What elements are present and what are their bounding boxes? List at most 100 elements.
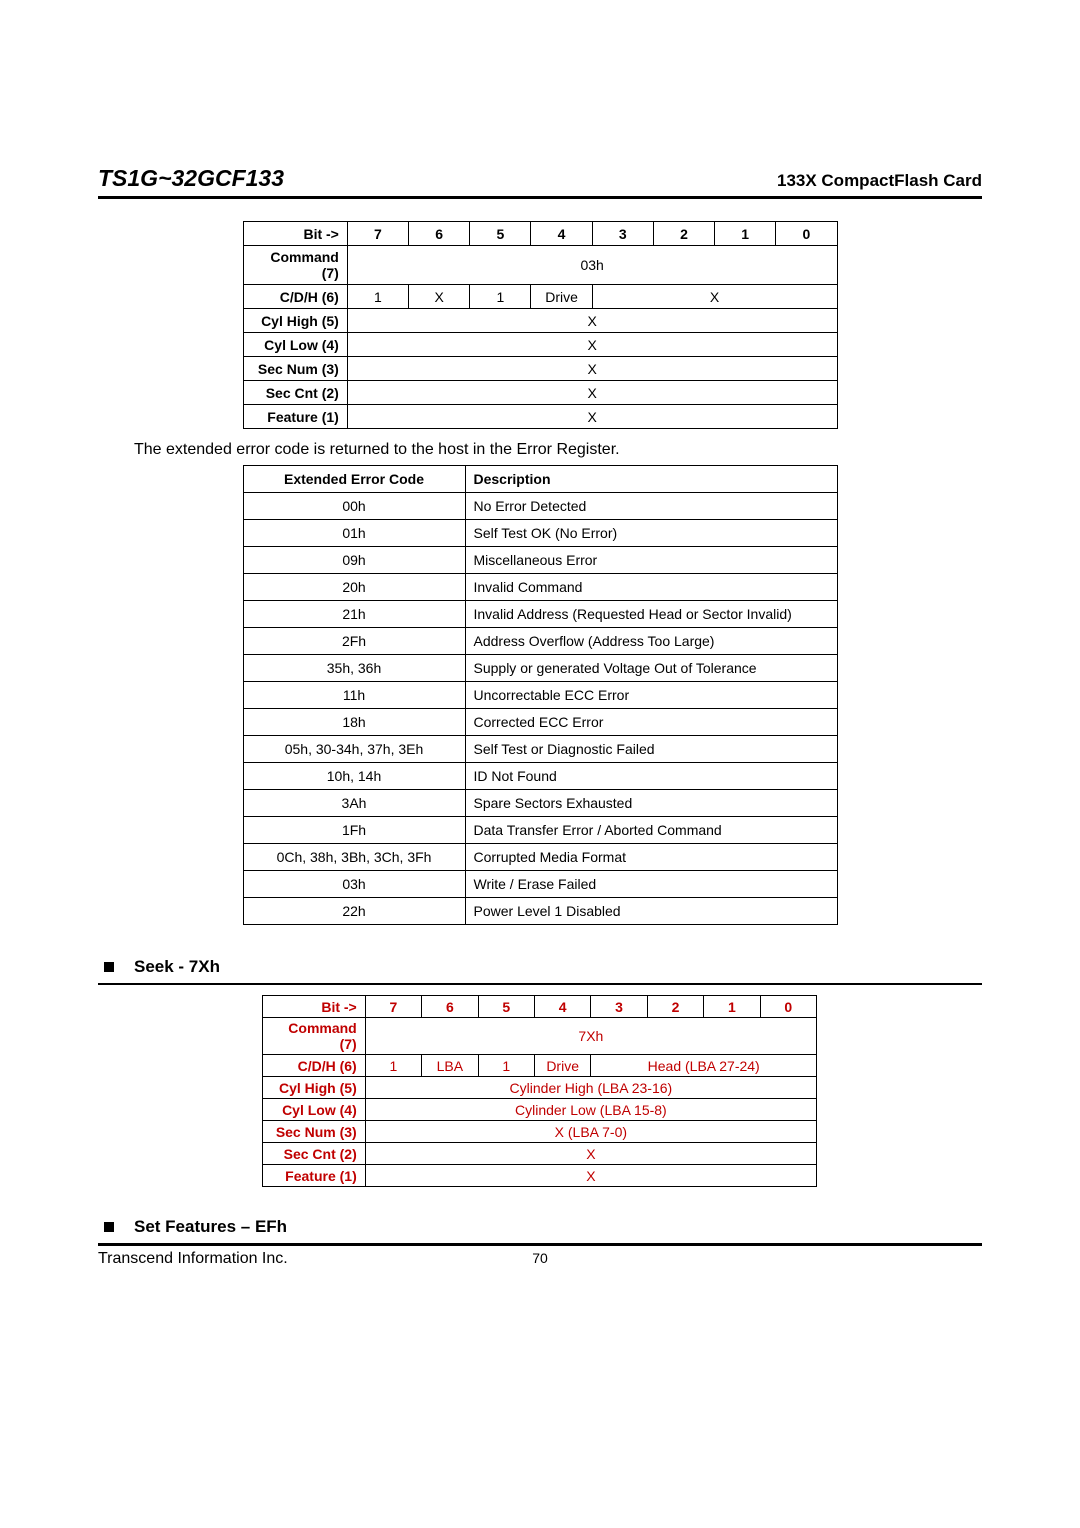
err-desc: Corrupted Media Format — [465, 844, 837, 871]
table-row: 11hUncorrectable ECC Error — [243, 682, 837, 709]
err-col-header: Description — [465, 466, 837, 493]
err-desc: Power Level 1 Disabled — [465, 898, 837, 925]
bit-column: 7 — [365, 996, 421, 1018]
reg-cell: X (LBA 7-0) — [365, 1121, 816, 1143]
table-row: 00hNo Error Detected — [243, 493, 837, 520]
section-divider — [98, 983, 982, 985]
err-code: 11h — [243, 682, 465, 709]
section-title: Set Features – EFh — [134, 1217, 287, 1237]
header-divider — [98, 196, 982, 199]
reg-cell: X — [365, 1143, 816, 1165]
bit-header-label: Bit -> — [263, 996, 366, 1018]
reg-cell: 1 — [478, 1055, 534, 1077]
reg-row-label: C/D/H (6) — [243, 285, 347, 309]
err-code: 10h, 14h — [243, 763, 465, 790]
reg-row-label: Cyl High (5) — [243, 309, 347, 333]
err-code: 35h, 36h — [243, 655, 465, 682]
reg-cell: X — [347, 357, 837, 381]
err-desc: Uncorrectable ECC Error — [465, 682, 837, 709]
reg-cell: X — [347, 405, 837, 429]
reg-row-label: Cyl Low (4) — [243, 333, 347, 357]
page-header: TS1G~32GCF133 133X CompactFlash Card — [98, 165, 982, 192]
table-row: 2FhAddress Overflow (Address Too Large) — [243, 628, 837, 655]
error-code-table: Extended Error CodeDescription00hNo Erro… — [243, 465, 838, 925]
bit-header-label: Bit -> — [243, 222, 347, 246]
err-desc: Supply or generated Voltage Out of Toler… — [465, 655, 837, 682]
table-row: 0Ch, 38h, 3Bh, 3Ch, 3FhCorrupted Media F… — [243, 844, 837, 871]
err-code: 05h, 30-34h, 37h, 3Eh — [243, 736, 465, 763]
reg-row-label: Sec Num (3) — [243, 357, 347, 381]
err-desc: Corrected ECC Error — [465, 709, 837, 736]
reg-cell: Drive — [531, 285, 592, 309]
bit-column: 5 — [470, 222, 531, 246]
reg-row-label: Sec Num (3) — [263, 1121, 366, 1143]
err-col-header: Extended Error Code — [243, 466, 465, 493]
reg-cell: X — [409, 285, 470, 309]
bit-column: 5 — [478, 996, 534, 1018]
reg-row-label: Feature (1) — [263, 1165, 366, 1187]
register-table: Bit ->76543210Command (7)03hC/D/H (6)1X1… — [243, 221, 838, 429]
reg-cell: Cylinder Low (LBA 15-8) — [365, 1099, 816, 1121]
bit-column: 7 — [347, 222, 408, 246]
bit-column: 4 — [531, 222, 592, 246]
table-row: 09hMiscellaneous Error — [243, 547, 837, 574]
reg-cell: LBA — [422, 1055, 478, 1077]
reg-cell: 1 — [470, 285, 531, 309]
err-code: 01h — [243, 520, 465, 547]
err-desc: Spare Sectors Exhausted — [465, 790, 837, 817]
bit-column: 6 — [422, 996, 478, 1018]
err-code: 22h — [243, 898, 465, 925]
intro-text: The extended error code is returned to t… — [134, 441, 982, 459]
err-code: 00h — [243, 493, 465, 520]
err-code: 0Ch, 38h, 3Bh, 3Ch, 3Fh — [243, 844, 465, 871]
seek-register-table: Bit ->76543210Command (7)7XhC/D/H (6)1LB… — [262, 995, 817, 1187]
reg-row-label: Sec Cnt (2) — [243, 381, 347, 405]
model-number: TS1G~32GCF133 — [98, 165, 284, 192]
err-desc: Self Test or Diagnostic Failed — [465, 736, 837, 763]
bit-column: 2 — [647, 996, 703, 1018]
err-code: 1Fh — [243, 817, 465, 844]
reg-row-label: Feature (1) — [243, 405, 347, 429]
reg-row-label: C/D/H (6) — [263, 1055, 366, 1077]
reg-cell: Drive — [534, 1055, 590, 1077]
reg-row-label: Cyl Low (4) — [263, 1099, 366, 1121]
table-row: 05h, 30-34h, 37h, 3EhSelf Test or Diagno… — [243, 736, 837, 763]
bit-column: 1 — [715, 222, 776, 246]
err-desc: Self Test OK (No Error) — [465, 520, 837, 547]
bit-column: 0 — [776, 222, 837, 246]
section-title: Seek - 7Xh — [134, 957, 220, 977]
reg-cell: X — [347, 381, 837, 405]
reg-cell: X — [365, 1165, 816, 1187]
err-code: 3Ah — [243, 790, 465, 817]
err-code: 20h — [243, 574, 465, 601]
reg-cell: 1 — [347, 285, 408, 309]
err-code: 09h — [243, 547, 465, 574]
section-heading-setfeatures: Set Features – EFh — [98, 1217, 982, 1237]
reg-cell: 03h — [347, 246, 837, 285]
err-desc: No Error Detected — [465, 493, 837, 520]
table-row: 03hWrite / Erase Failed — [243, 871, 837, 898]
table-row: 21hInvalid Address (Requested Head or Se… — [243, 601, 837, 628]
table-row: 22hPower Level 1 Disabled — [243, 898, 837, 925]
err-desc: Write / Erase Failed — [465, 871, 837, 898]
bit-column: 4 — [534, 996, 590, 1018]
err-code: 2Fh — [243, 628, 465, 655]
product-subtitle: 133X CompactFlash Card — [777, 171, 982, 191]
table-row: 01hSelf Test OK (No Error) — [243, 520, 837, 547]
section-heading-seek: Seek - 7Xh — [98, 957, 982, 977]
reg-row-label: Command (7) — [263, 1018, 366, 1055]
reg-cell: X — [592, 285, 837, 309]
reg-cell: Head (LBA 27-24) — [591, 1055, 817, 1077]
reg-row-label: Command (7) — [243, 246, 347, 285]
err-desc: Invalid Command — [465, 574, 837, 601]
bit-column: 6 — [409, 222, 470, 246]
err-desc: Invalid Address (Requested Head or Secto… — [465, 601, 837, 628]
table-row: 18hCorrected ECC Error — [243, 709, 837, 736]
bit-column: 3 — [591, 996, 647, 1018]
footer-divider — [98, 1243, 982, 1246]
bit-column: 3 — [592, 222, 653, 246]
reg-cell: X — [347, 333, 837, 357]
bit-column: 1 — [704, 996, 760, 1018]
table-row: 35h, 36hSupply or generated Voltage Out … — [243, 655, 837, 682]
reg-cell: X — [347, 309, 837, 333]
